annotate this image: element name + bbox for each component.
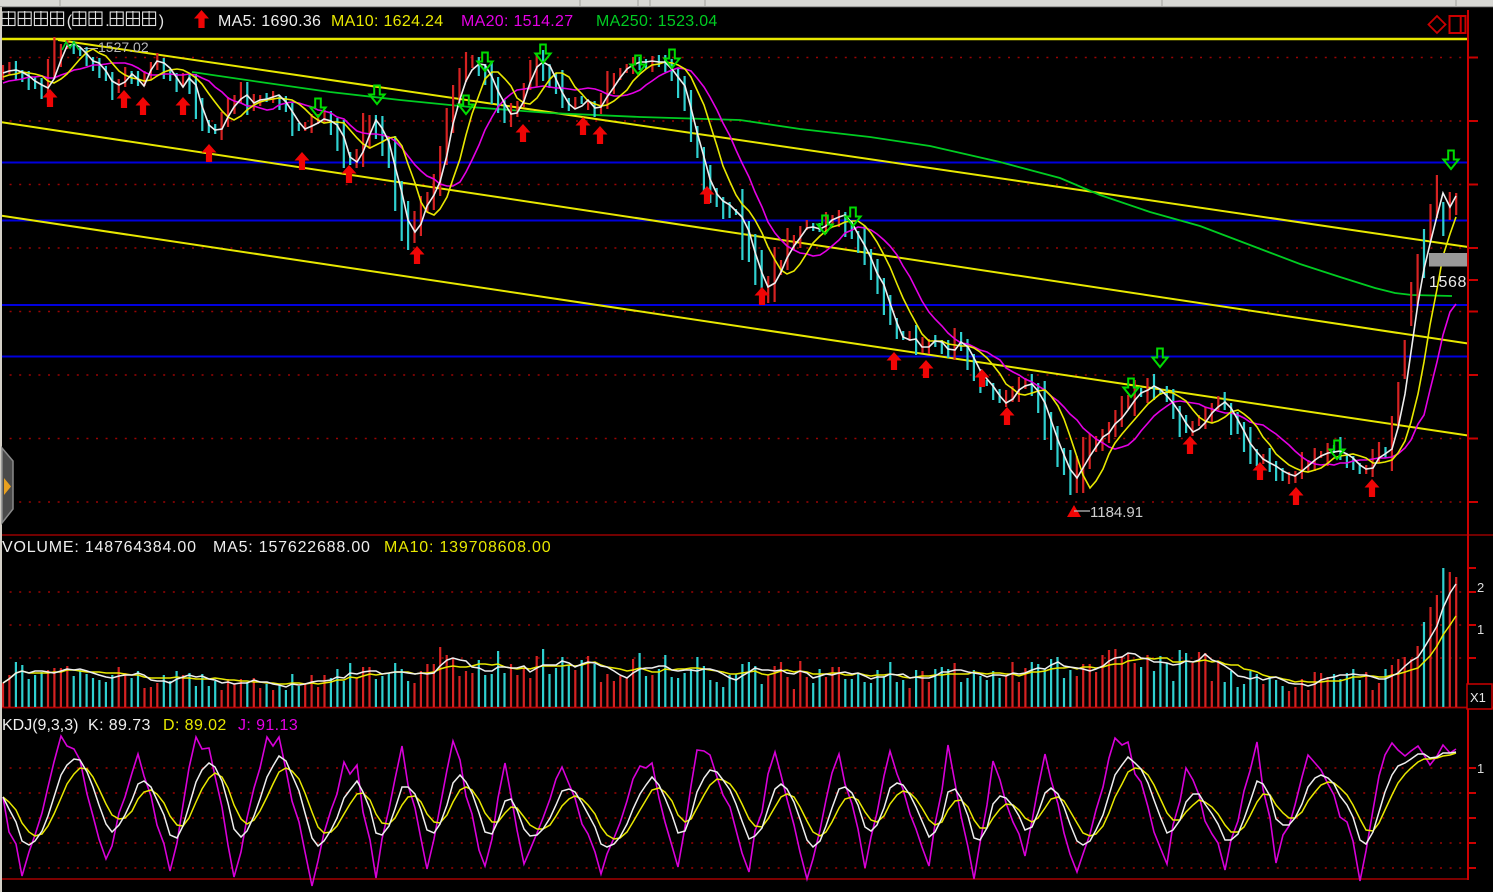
svg-text:K: 89.73: K: 89.73 bbox=[88, 717, 151, 734]
svg-text:1184.91: 1184.91 bbox=[1090, 504, 1143, 521]
svg-text:MA250: 1523.04: MA250: 1523.04 bbox=[596, 13, 718, 30]
svg-text:(: ( bbox=[67, 13, 73, 30]
svg-text:MA5: 1690.36: MA5: 1690.36 bbox=[218, 13, 321, 30]
svg-text:MA20: 1514.27: MA20: 1514.27 bbox=[461, 13, 573, 30]
svg-text:MA10: 1624.24: MA10: 1624.24 bbox=[331, 13, 443, 30]
svg-text:1: 1 bbox=[1477, 622, 1484, 637]
svg-text:MA10: 139708608.00: MA10: 139708608.00 bbox=[384, 539, 551, 556]
svg-text:—1527.02: —1527.02 bbox=[84, 39, 149, 55]
svg-text:KDJ(9,3,3): KDJ(9,3,3) bbox=[2, 717, 78, 734]
svg-text:MA5: 157622688.00: MA5: 157622688.00 bbox=[213, 539, 371, 556]
svg-text:X1: X1 bbox=[1470, 690, 1486, 705]
svg-text:VOLUME: 148764384.00: VOLUME: 148764384.00 bbox=[2, 539, 197, 556]
svg-text:2: 2 bbox=[1477, 580, 1484, 595]
svg-text:D: 89.02: D: 89.02 bbox=[163, 717, 227, 734]
svg-text:J: 91.13: J: 91.13 bbox=[238, 717, 298, 734]
svg-text:1568: 1568 bbox=[1429, 274, 1467, 291]
svg-text:1: 1 bbox=[1477, 761, 1484, 776]
svg-text:.: . bbox=[105, 13, 109, 30]
svg-text:): ) bbox=[159, 13, 164, 30]
